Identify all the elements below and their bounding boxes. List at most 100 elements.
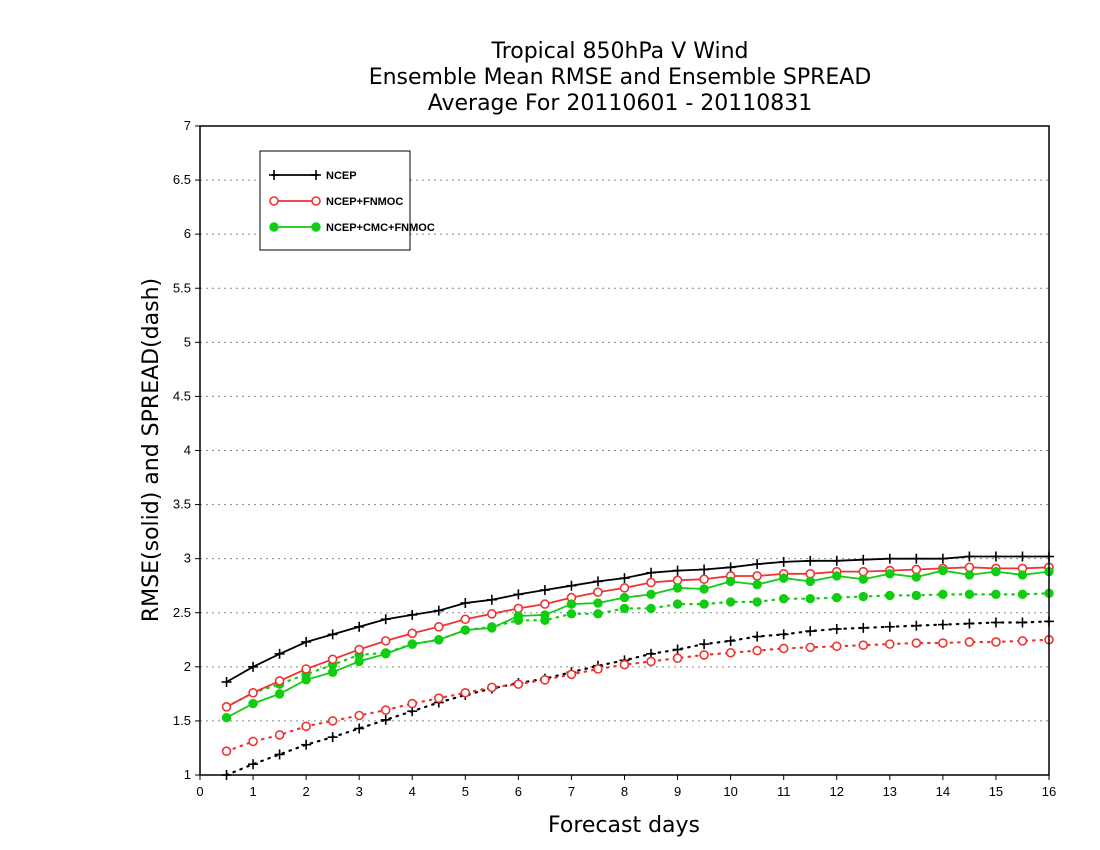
grid-lines bbox=[200, 179, 1049, 722]
data-point-plus bbox=[354, 723, 365, 734]
data-point-filled-circle bbox=[752, 579, 762, 590]
data-point-filled-circle bbox=[964, 570, 975, 580]
x-tick-label: 9 bbox=[674, 784, 681, 799]
data-point-open-circle bbox=[593, 664, 603, 674]
data-point-open-circle bbox=[269, 196, 279, 206]
data-point-filled-circle bbox=[540, 610, 550, 620]
data-point-filled-circle bbox=[725, 597, 736, 607]
data-point-plus bbox=[831, 555, 842, 566]
data-point-open-circle bbox=[752, 645, 762, 656]
data-point-plus bbox=[752, 631, 763, 642]
data-point-filled-circle bbox=[699, 584, 709, 594]
data-point-plus bbox=[592, 576, 603, 587]
series-line bbox=[225, 592, 1051, 709]
data-point-plus bbox=[619, 573, 630, 584]
data-point-filled-circle bbox=[593, 598, 603, 608]
data-point-filled-circle bbox=[805, 593, 815, 604]
data-point-plus bbox=[937, 553, 948, 564]
data-point-plus bbox=[725, 635, 736, 646]
data-point-filled-circle bbox=[991, 589, 1001, 600]
data-point-open-circle bbox=[911, 638, 922, 648]
x-tick-label: 0 bbox=[196, 784, 203, 799]
data-point-open-circle bbox=[301, 721, 311, 732]
data-point-plus bbox=[407, 609, 418, 620]
y-tick-label: 5.5 bbox=[173, 280, 191, 295]
data-point-plus bbox=[884, 553, 895, 564]
data-point-filled-circle bbox=[885, 590, 895, 601]
y-axis-label: RMSE(solid) and SPREAD(dash) bbox=[139, 278, 164, 622]
data-point-filled-circle bbox=[487, 623, 497, 633]
legend-item: NCEP bbox=[269, 170, 357, 182]
data-point-plus bbox=[884, 621, 895, 632]
plot-series bbox=[221, 551, 1054, 780]
y-tick-label: 1 bbox=[184, 767, 191, 782]
data-point-plus bbox=[831, 623, 842, 634]
data-point-filled-circle bbox=[221, 712, 232, 723]
data-point-plus bbox=[1017, 617, 1028, 628]
data-point-open-circle bbox=[248, 687, 258, 698]
axis-ticks: 11.522.533.544.555.566.570 1 2 3 4 5 6 7 8 9 10 11 1… bbox=[173, 118, 1056, 799]
data-point-plus bbox=[274, 749, 285, 760]
data-point-plus bbox=[778, 629, 789, 640]
data-point-plus bbox=[354, 621, 365, 632]
data-point-open-circle bbox=[831, 641, 842, 652]
data-point-plus bbox=[513, 589, 524, 600]
data-point-plus bbox=[301, 636, 312, 647]
x-tick-label: 16 bbox=[1042, 784, 1056, 799]
data-point-plus bbox=[964, 551, 975, 562]
data-point-open-circle bbox=[327, 654, 338, 665]
data-point-plus bbox=[380, 714, 391, 725]
data-point-plus bbox=[248, 759, 259, 770]
data-point-filled-circle bbox=[269, 222, 279, 232]
data-point-plus bbox=[327, 629, 338, 640]
data-point-plus bbox=[752, 559, 763, 570]
legend: NCEP NCEP+FNMOC NCEP+CMC+FNMOC bbox=[259, 150, 435, 251]
series-ncep-cmc-fnmoc bbox=[221, 565, 1054, 723]
data-point-open-circle bbox=[540, 675, 550, 685]
data-point-filled-circle bbox=[593, 609, 603, 619]
title-line-2: Ensemble Mean RMSE and Ensemble SPREAD bbox=[369, 65, 872, 90]
data-point-filled-circle bbox=[725, 576, 736, 587]
y-tick-label: 5 bbox=[184, 334, 191, 349]
data-point-filled-circle bbox=[858, 574, 868, 584]
data-point-filled-circle bbox=[566, 599, 577, 609]
data-point-open-circle bbox=[407, 628, 418, 639]
data-point-open-circle bbox=[354, 644, 364, 655]
data-point-filled-circle bbox=[911, 590, 922, 601]
data-point-open-circle bbox=[699, 574, 709, 585]
legend-label: NCEP bbox=[326, 170, 357, 182]
data-point-filled-circle bbox=[274, 689, 285, 699]
data-point-open-circle bbox=[619, 659, 630, 670]
data-point-open-circle bbox=[248, 736, 258, 747]
data-point-plus bbox=[1017, 551, 1028, 562]
data-point-open-circle bbox=[327, 716, 338, 726]
data-point-filled-circle bbox=[699, 599, 709, 609]
data-point-open-circle bbox=[964, 637, 975, 647]
data-point-filled-circle bbox=[407, 639, 417, 649]
data-point-filled-circle bbox=[619, 603, 630, 614]
y-tick-label: 3 bbox=[184, 551, 191, 566]
data-point-filled-circle bbox=[964, 589, 975, 600]
x-tick-label: 10 bbox=[723, 784, 737, 799]
y-tick-label: 6.5 bbox=[173, 172, 191, 187]
data-point-plus bbox=[858, 554, 869, 565]
data-point-open-circle bbox=[938, 638, 948, 648]
data-point-open-circle bbox=[221, 702, 232, 712]
data-point-plus bbox=[327, 732, 338, 743]
data-point-filled-circle bbox=[778, 573, 789, 583]
data-point-open-circle bbox=[646, 656, 656, 667]
x-tick-label: 14 bbox=[936, 784, 950, 799]
data-point-open-circle bbox=[407, 698, 418, 709]
data-point-plus bbox=[699, 639, 710, 650]
data-point-open-circle bbox=[354, 710, 364, 721]
data-point-filled-circle bbox=[619, 592, 630, 603]
y-tick-label: 3.5 bbox=[173, 497, 191, 512]
x-tick-label: 8 bbox=[621, 784, 628, 799]
data-point-open-circle bbox=[540, 599, 550, 609]
data-point-plus bbox=[911, 553, 922, 564]
data-point-plus bbox=[269, 170, 279, 180]
data-point-open-circle bbox=[311, 196, 321, 206]
y-tick-label: 7 bbox=[184, 118, 191, 133]
data-point-filled-circle bbox=[311, 222, 321, 232]
